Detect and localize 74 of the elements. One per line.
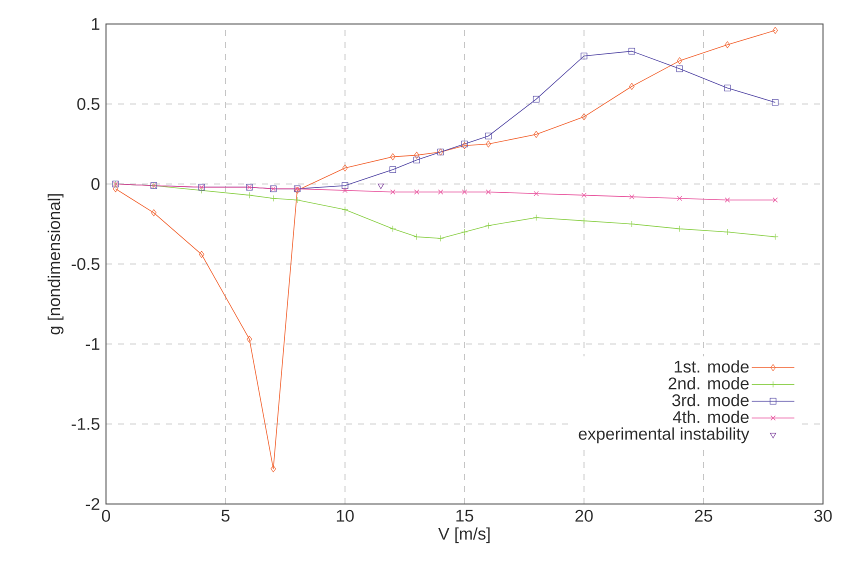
point [724,197,730,203]
point [772,197,778,203]
legend-label: 3rd. mode [672,394,749,406]
point [724,41,730,48]
point [532,96,540,102]
point [413,234,420,240]
point [485,132,492,140]
point [629,194,634,200]
point [438,189,444,195]
point [628,48,636,54]
x-tick-label: 5 [221,510,230,522]
legend-label: 4th. mode [672,410,749,424]
point [629,82,634,90]
point [390,166,396,173]
x-tick-label: 15 [456,510,474,522]
point [390,153,396,160]
point [676,66,683,72]
y-axis-title: g [nondimensional] [48,194,64,334]
point [294,196,300,204]
point [342,188,348,193]
y-tick-label: 1 [92,18,100,30]
point [724,228,731,236]
legend-label: 1st. mode [674,360,749,373]
point [724,84,731,92]
point [581,113,587,120]
point [414,189,420,195]
point [246,192,253,198]
x-tick-label: 0 [102,510,110,522]
legend-label: 2nd. mode [668,377,749,390]
legend-label: experimental instability [578,427,750,444]
point [342,182,348,189]
point [414,152,420,159]
point [486,140,492,148]
point [390,226,396,232]
point [378,184,384,190]
point [676,57,682,64]
point [580,52,588,60]
point [485,222,492,229]
point [342,164,348,172]
point [112,185,118,192]
point [270,195,277,202]
point [198,250,204,258]
y-tick-label: -1.5 [72,418,100,430]
point [532,214,540,221]
point [677,196,682,201]
x-axis-title: V [m/s] [438,527,490,544]
point [246,336,252,343]
point [437,235,444,242]
point [772,99,778,106]
point [413,156,420,164]
x-tick-label: 30 [814,510,832,522]
y-tick-label: 0 [91,178,100,190]
x-tick-label: 20 [575,510,593,522]
point [676,226,683,232]
point [270,465,276,472]
point [581,192,587,198]
point [462,189,468,195]
point [534,191,539,196]
point [580,218,588,224]
x-tick-label: 10 [336,510,354,522]
point [772,26,778,34]
x-tick-label: 25 [694,510,712,522]
point [461,228,468,236]
y-tick-label: -1 [86,338,100,350]
point [772,234,778,240]
point [151,209,156,216]
point [486,189,491,195]
point [534,130,539,138]
y-tick-label: -0.5 [72,258,100,270]
point [390,189,396,195]
y-tick-label: -2 [86,498,100,510]
point [342,206,348,213]
point [628,220,636,228]
y-tick-label: 0.5 [77,98,100,110]
